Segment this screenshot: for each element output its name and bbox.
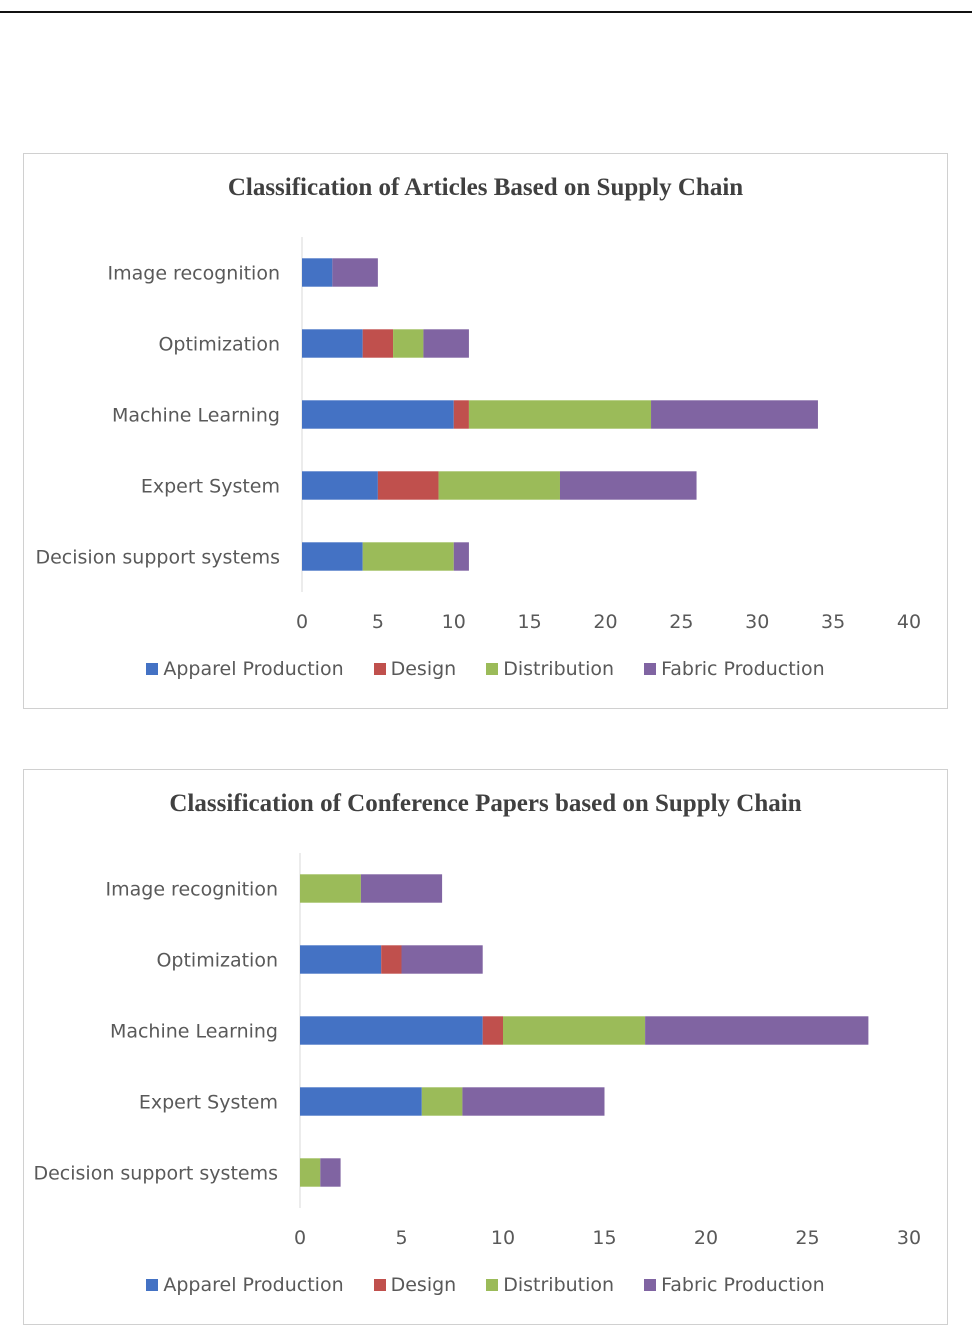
legend-label: Fabric Production xyxy=(661,658,825,680)
x-tick-label: 10 xyxy=(442,611,466,633)
bar-fabric-production xyxy=(559,471,697,500)
x-tick-label: 0 xyxy=(296,611,308,633)
legend-label: Design xyxy=(390,658,457,680)
legend-swatch xyxy=(373,663,386,675)
bar-fabric-production xyxy=(462,1087,605,1116)
bar-distribution xyxy=(421,1087,463,1116)
legend-item-design: Design xyxy=(373,658,457,680)
x-tick-label: 15 xyxy=(592,1227,616,1249)
bar-apparel-production xyxy=(300,1087,422,1116)
legend-label: Apparel Production xyxy=(163,658,344,680)
legend-item-apparel-production: Apparel Production xyxy=(146,1274,344,1296)
articles-chart: Classification of Articles Based on Supp… xyxy=(23,153,948,709)
legend-swatch xyxy=(146,663,159,675)
page-top-rule xyxy=(0,11,972,13)
x-tick-label: 30 xyxy=(745,611,769,633)
chart-title: Classification of Articles Based on Supp… xyxy=(227,174,744,201)
bar-design xyxy=(453,400,469,429)
legend-swatch xyxy=(486,1279,499,1291)
bar-fabric-production xyxy=(651,400,818,429)
y-tick-label: Expert System xyxy=(139,1092,278,1114)
legend-item-design: Design xyxy=(373,1274,457,1296)
bar-fabric-production xyxy=(332,258,378,287)
y-tick-label: Image recognition xyxy=(106,879,278,901)
x-tick-label: 0 xyxy=(294,1227,306,1249)
bar-distribution xyxy=(438,471,560,500)
legend-swatch xyxy=(146,1279,159,1291)
bar-distribution xyxy=(468,400,652,429)
chart-title: Classification of Conference Papers base… xyxy=(169,790,802,817)
bar-distribution xyxy=(300,1158,321,1187)
bar-distribution xyxy=(362,542,454,571)
bar-fabric-production xyxy=(453,542,469,571)
legend-label: Fabric Production xyxy=(661,1274,825,1296)
bar-design xyxy=(377,471,439,500)
y-tick-label: Expert System xyxy=(141,476,280,498)
bar-distribution xyxy=(300,874,361,903)
legend-swatch xyxy=(644,1279,657,1291)
legend-item-fabric-production: Fabric Production xyxy=(644,658,825,680)
y-tick-label: Optimization xyxy=(158,334,280,356)
y-tick-label: Decision support systems xyxy=(35,547,280,569)
articles-chart-plot: Image recognition Optimization Machine Lea… xyxy=(35,237,921,633)
bar-apparel-production xyxy=(300,1016,483,1045)
bar-fabric-production xyxy=(645,1016,869,1045)
y-tick-label: Decision support systems xyxy=(33,1163,278,1185)
x-tick-label: 5 xyxy=(372,611,384,633)
x-tick-label: 15 xyxy=(518,611,542,633)
legend-label: Distribution xyxy=(503,658,615,680)
x-tick-label: 5 xyxy=(395,1227,407,1249)
legend-swatch xyxy=(373,1279,386,1291)
bar-distribution xyxy=(503,1016,646,1045)
x-tick-label: 25 xyxy=(669,611,693,633)
bar-fabric-production xyxy=(401,945,483,974)
bar-design xyxy=(381,945,402,974)
legend-label: Apparel Production xyxy=(163,1274,344,1296)
bar-fabric-production xyxy=(423,329,469,358)
x-tick-label: 20 xyxy=(694,1227,718,1249)
legend-item-distribution: Distribution xyxy=(486,1274,614,1296)
bar-design xyxy=(362,329,394,358)
bar-apparel-production xyxy=(302,329,363,358)
y-tick-label: Image recognition xyxy=(108,263,280,285)
legend-item-distribution: Distribution xyxy=(486,658,614,680)
y-tick-label: Machine Learning xyxy=(110,1021,278,1043)
bar-apparel-production xyxy=(300,945,382,974)
y-tick-label: Optimization xyxy=(156,950,278,972)
y-tick-label: Machine Learning xyxy=(112,405,280,427)
x-tick-label: 40 xyxy=(897,611,921,633)
conference-papers-chart-plot: Image recognition Optimization Machine Lea… xyxy=(33,853,921,1249)
chart-legend: Apparel Production Design Distribution Fabr… xyxy=(24,1274,947,1296)
bar-distribution xyxy=(393,329,424,358)
bar-apparel-production xyxy=(302,400,454,429)
x-tick-label: 35 xyxy=(821,611,845,633)
legend-item-fabric-production: Fabric Production xyxy=(644,1274,825,1296)
bar-fabric-production xyxy=(360,874,443,903)
bar-apparel-production xyxy=(302,542,363,571)
legend-label: Distribution xyxy=(503,1274,615,1296)
legend-swatch xyxy=(486,663,499,675)
legend-item-apparel-production: Apparel Production xyxy=(146,658,344,680)
legend-label: Design xyxy=(390,1274,457,1296)
bar-apparel-production xyxy=(302,471,378,500)
bar-design xyxy=(482,1016,503,1045)
x-tick-label: 30 xyxy=(897,1227,921,1249)
x-tick-label: 25 xyxy=(795,1227,819,1249)
bar-fabric-production xyxy=(320,1158,341,1187)
conference-papers-chart: Classification of Conference Papers base… xyxy=(23,769,948,1325)
bar-apparel-production xyxy=(302,258,333,287)
x-tick-label: 10 xyxy=(491,1227,515,1249)
x-tick-label: 20 xyxy=(593,611,617,633)
chart-legend: Apparel Production Design Distribution Fabr… xyxy=(24,658,947,680)
legend-swatch xyxy=(644,663,657,675)
